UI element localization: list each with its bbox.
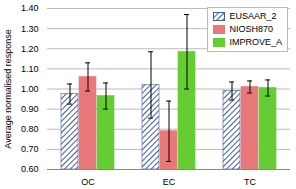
svg-text:EC: EC xyxy=(163,177,176,187)
svg-text:0.80: 0.80 xyxy=(21,124,39,134)
svg-text:1.20: 1.20 xyxy=(21,44,39,54)
svg-text:0.60: 0.60 xyxy=(21,164,39,174)
svg-text:1.00: 1.00 xyxy=(21,84,39,94)
svg-text:1.30: 1.30 xyxy=(21,24,39,34)
svg-text:0.90: 0.90 xyxy=(21,104,39,114)
svg-text:1.40: 1.40 xyxy=(21,3,39,13)
html-text:EUSAAR_2: EUSAAR_2 xyxy=(229,11,277,21)
html-text:IMPROVE_A: IMPROVE_A xyxy=(229,37,282,47)
svg-text:OC: OC xyxy=(81,177,95,187)
svg-text:TC: TC xyxy=(244,177,256,187)
svg-text:1.10: 1.10 xyxy=(21,64,39,74)
svg-text:0.70: 0.70 xyxy=(21,144,39,154)
html-text:NIOSH870: NIOSH870 xyxy=(229,24,273,34)
svg-text:Average normalised response: Average normalised response xyxy=(3,29,13,148)
